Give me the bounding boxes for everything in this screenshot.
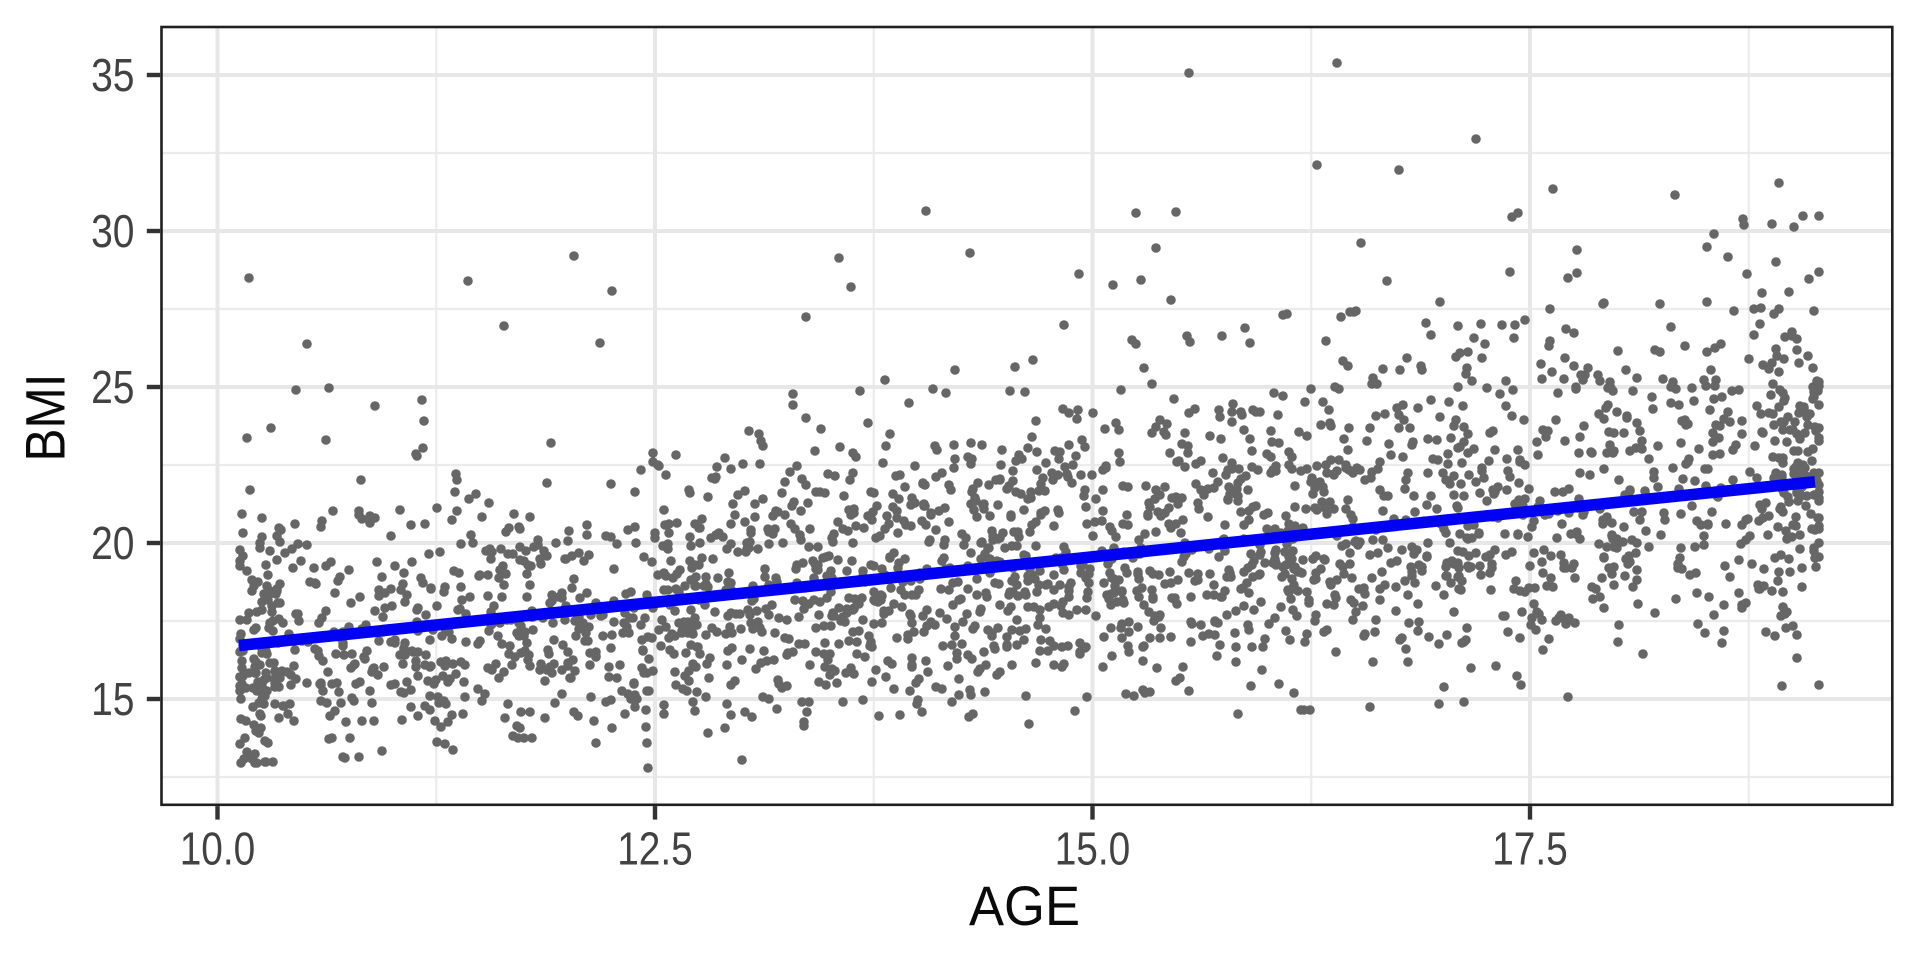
svg-text:30: 30: [91, 205, 134, 257]
svg-text:25: 25: [91, 361, 134, 413]
svg-text:20: 20: [91, 517, 134, 569]
svg-text:AGE: AGE: [969, 874, 1080, 937]
svg-text:35: 35: [91, 49, 134, 101]
svg-text:BMI: BMI: [14, 374, 77, 462]
svg-text:15.0: 15.0: [1055, 822, 1131, 874]
svg-text:10.0: 10.0: [180, 822, 256, 874]
svg-text:12.5: 12.5: [617, 822, 693, 874]
svg-text:15: 15: [91, 673, 134, 725]
svg-text:17.5: 17.5: [1492, 822, 1568, 874]
